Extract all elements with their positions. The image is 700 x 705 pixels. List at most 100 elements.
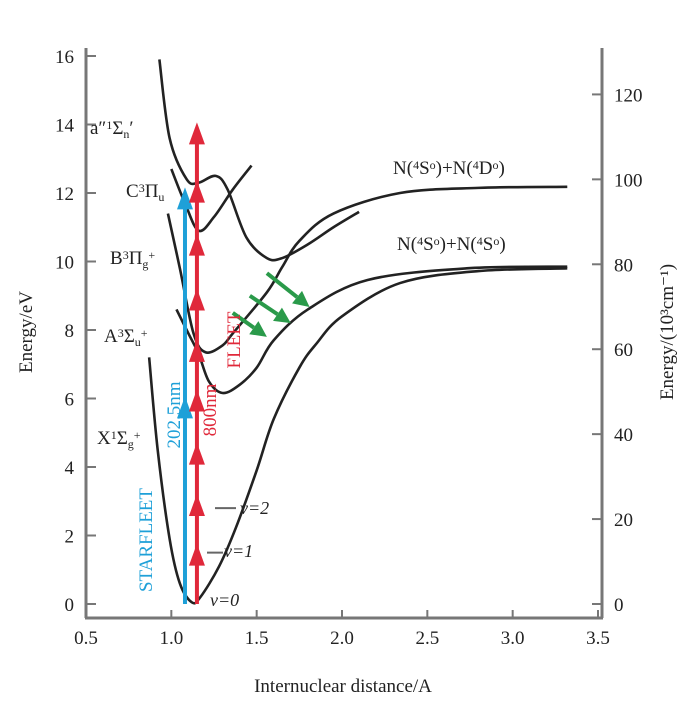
superscript: 1 [106,118,112,132]
x-tick-label: 3.5 [586,628,610,649]
label-text: a″ [90,118,106,139]
superscript: + [141,326,148,340]
y-right-tick-label: 100 [614,170,643,191]
y-right-tick-label: 120 [614,85,643,106]
beam-arrowhead-fleet [188,288,205,311]
beam-arrowhead-fleet [188,339,205,362]
state-label-b: B3Πg+ [110,248,155,271]
x-tick-label: 2.0 [330,628,354,649]
label-text: ) [498,158,504,179]
curve-apppp [158,59,360,262]
subscript: n [123,127,129,141]
superscript: 4 [473,158,479,172]
y-tick-label: 16 [55,47,74,68]
beam-arrowhead-fleet [188,122,205,145]
label-text: S [419,158,430,179]
transfer-arrows [231,271,310,337]
superscript: o [493,234,499,248]
transfer-arrow-shaft [265,271,299,299]
label-text: A [104,326,118,347]
state-label-apppp: a″1Σn′ [90,118,134,141]
beam-arrowhead-starfleet [176,187,193,210]
subscript: g [128,437,134,451]
x-tick-label: 1.5 [245,628,269,649]
beam-arrowhead-starfleet [176,396,193,419]
y-axis-right-title: Energy/(10³cm⁻¹) [657,264,678,400]
starfleet-label: STARFLEET [136,488,157,592]
x-tick-label: 3.0 [501,628,525,649]
transfer-arrowhead [292,290,310,308]
y-right-tick-label: 80 [614,255,633,276]
axes: 0.5 1.0 1.5 2.0 2.5 3.0 3.50246810121416020406… [55,47,643,649]
beam-arrowhead-fleet [188,233,205,256]
beam-arrowhead-fleet [188,180,205,203]
y-tick-label: 12 [55,184,74,205]
curve-x [147,267,568,605]
label-text: N( [393,158,413,179]
y-right-tick-label: 0 [614,595,624,616]
beam-arrowhead-fleet [188,389,205,412]
superscript: o [430,158,436,172]
y-right-tick-label: 60 [614,340,633,361]
label-text: C [126,181,139,202]
fleet-label: FLEET [224,311,245,368]
starfleet-wavelength-label: 202.5nm [164,381,185,448]
state-label-a: A3Σu+ [104,326,148,349]
label-text: Π [129,248,143,269]
superscript: 4 [413,158,419,172]
label-text: Π [145,181,159,202]
subscript: u [135,335,141,349]
label-text: ′ [129,118,133,139]
y-axis-title: Energy/eV [16,291,37,373]
state-label-c: C3Πu [126,181,164,204]
subscript: u [158,190,164,204]
y-tick-label: 2 [65,527,75,548]
vibrational-level-label: v=2 [240,498,269,518]
superscript: 1 [111,428,117,442]
transfer-arrow-shaft [248,294,279,316]
beam-arrowhead-fleet [188,543,205,566]
label-text: S [423,234,434,255]
y-tick-label: 8 [65,321,75,342]
x-tick-label: 1.0 [159,628,183,649]
asymptote-label-4s-4s: N(4So)+N(4So) [397,234,506,255]
superscript: o [434,234,440,248]
superscript: o [492,158,498,172]
beam-arrowhead-fleet [188,493,205,516]
label-text: Σ [124,326,135,347]
fleet-wavelength-label: 800nm [200,383,221,436]
superscript: 3 [118,326,124,340]
label-text: X [97,428,111,449]
laser-beams [176,122,205,604]
transfer-arrow-shaft [231,311,255,330]
x-axis-title: Internuclear distance/A [254,676,432,697]
vibrational-levels: v=0 v=1 v=2 [207,498,269,610]
transfer-arrowhead [249,321,267,337]
y-tick-label: 6 [65,390,75,411]
x-tick-label: 2.5 [415,628,439,649]
y-tick-label: 0 [65,595,75,616]
superscript: 3 [139,181,145,195]
x-tick-label: 0.5 [74,628,98,649]
superscript: + [148,248,155,262]
y-right-tick-label: 40 [614,425,633,446]
label-text: B [110,248,123,269]
state-labels: X1Σg+A3Σu+B3Πg+C3Πua″1Σn′N(4So)+N(4Do)N(… [90,118,506,451]
label-text: Σ [112,118,123,139]
label-text: ) [499,234,505,255]
state-label-x: X1Σg+ [97,428,141,451]
superscript: 4 [417,234,423,248]
superscript: 4 [477,234,483,248]
subscript: g [142,257,148,271]
label-text: )+N( [436,158,473,179]
vibrational-level-label: v=0 [210,590,239,610]
label-text: )+N( [440,234,477,255]
superscript: + [134,428,141,442]
label-text: Σ [117,428,128,449]
transfer-arrowhead [273,307,291,324]
beam-arrowhead-fleet [188,442,205,465]
potential-curves [147,59,568,605]
y-tick-label: 4 [65,458,75,479]
y-right-tick-label: 20 [614,510,633,531]
